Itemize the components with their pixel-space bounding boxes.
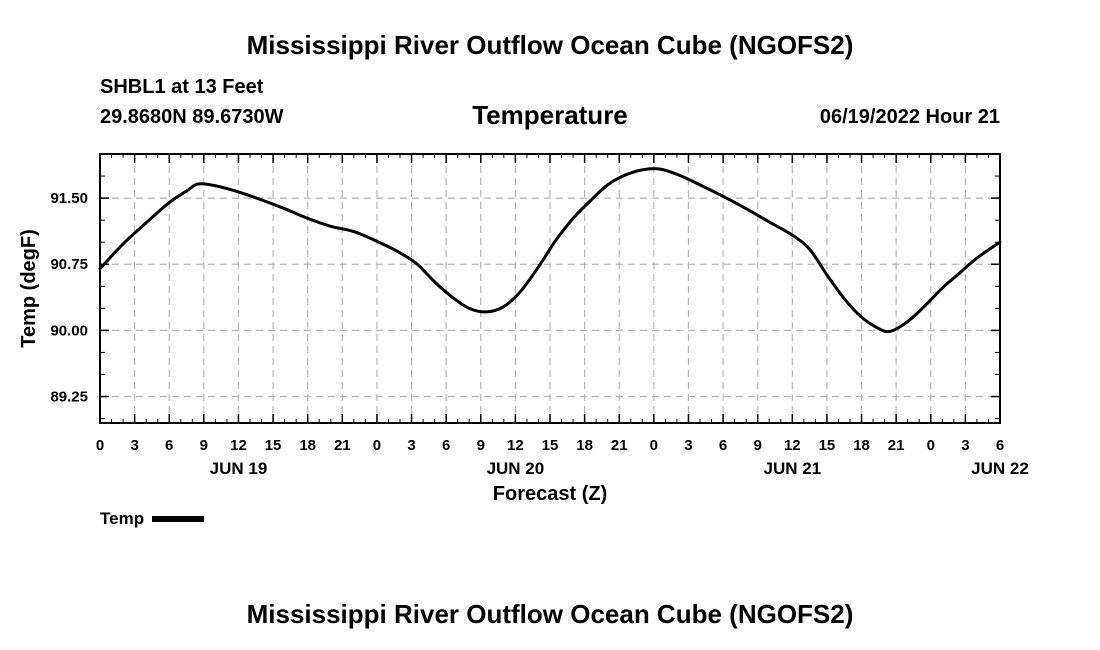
variable-title: Temperature bbox=[472, 100, 628, 130]
x-tick-label: 18 bbox=[576, 437, 593, 454]
date-label: JUN 21 bbox=[763, 459, 821, 478]
x-axis-title: Forecast (Z) bbox=[493, 483, 607, 505]
x-tick-label: 9 bbox=[477, 437, 485, 454]
grid bbox=[100, 154, 1000, 423]
date-label: JUN 19 bbox=[210, 459, 268, 478]
legend: Temp bbox=[100, 509, 205, 529]
x-tick-label: 15 bbox=[819, 437, 836, 454]
y-tick-label: 91.50 bbox=[50, 190, 88, 207]
x-tick-label: 6 bbox=[719, 437, 727, 454]
temp-series-line bbox=[98, 167, 1002, 334]
x-tick-label: 6 bbox=[165, 437, 173, 454]
y-tick-label: 89.25 bbox=[50, 389, 88, 406]
x-tick-label: 6 bbox=[996, 437, 1004, 454]
x-tick-label: 21 bbox=[888, 437, 905, 454]
y-tick-label: 90.75 bbox=[50, 256, 88, 273]
series-layer bbox=[98, 167, 1002, 334]
x-tick-label: 15 bbox=[542, 437, 559, 454]
x-tick-label: 0 bbox=[650, 437, 658, 454]
y-axis-title: Temp (degF) bbox=[18, 229, 40, 348]
coordinates-label: 29.8680N 89.6730W bbox=[100, 106, 284, 128]
x-tick-label: 3 bbox=[130, 437, 138, 454]
datetime-label: 06/19/2022 Hour 21 bbox=[819, 106, 1000, 128]
x-tick-label: 0 bbox=[96, 437, 104, 454]
main-title: Mississippi River Outflow Ocean Cube (NG… bbox=[246, 30, 854, 60]
x-tick-label: 15 bbox=[265, 437, 282, 454]
x-tick-label: 12 bbox=[784, 437, 801, 454]
x-tick-label: 18 bbox=[299, 437, 316, 454]
date-label: JUN 22 bbox=[971, 459, 1029, 478]
x-tick-label: 21 bbox=[611, 437, 628, 454]
legend-label: Temp bbox=[100, 509, 145, 528]
footer-title: Mississippi River Outflow Ocean Cube (NG… bbox=[246, 599, 854, 629]
x-tick-label: 18 bbox=[853, 437, 870, 454]
x-tick-label: 0 bbox=[927, 437, 935, 454]
x-tick-label: 12 bbox=[230, 437, 247, 454]
x-tick-label: 21 bbox=[334, 437, 351, 454]
x-tick-label: 9 bbox=[200, 437, 208, 454]
legend-swatch bbox=[152, 516, 205, 522]
y-tick-label: 90.00 bbox=[50, 322, 88, 339]
x-tick-label: 3 bbox=[684, 437, 692, 454]
axes: 0 3 6 9 12 15 18 21 0 3 6 9 12 15 18 21 0 3 6 9 12 15 18 21 0 3 6 J… bbox=[50, 153, 1029, 478]
x-tick-label: 3 bbox=[407, 437, 415, 454]
date-label: JUN 20 bbox=[487, 459, 545, 478]
station-label: SHBL1 at 13 Feet bbox=[100, 76, 264, 98]
x-tick-label: 9 bbox=[754, 437, 762, 454]
x-tick-label: 0 bbox=[373, 437, 381, 454]
x-tick-label: 3 bbox=[961, 437, 969, 454]
x-tick-label: 6 bbox=[442, 437, 450, 454]
x-tick-label: 12 bbox=[507, 437, 524, 454]
